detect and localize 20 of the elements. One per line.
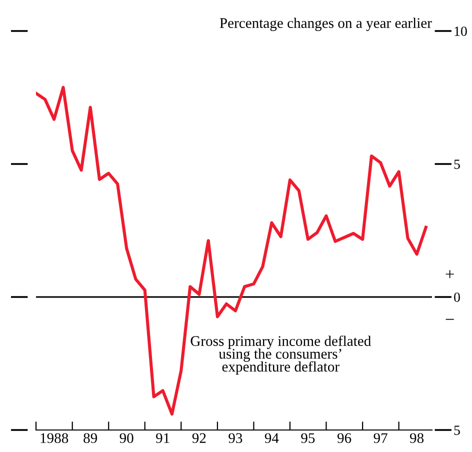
y-tick-label: 10 [454, 26, 467, 36]
y-tick-label: 5 [454, 426, 460, 435]
x-tick-label: 97 [374, 433, 388, 444]
text: − [446, 318, 454, 320]
line-series [36, 86, 428, 416]
x-tick-label: 93 [228, 433, 242, 444]
y-tick-label: 0 [454, 292, 460, 302]
x-tick-label: 98 [410, 433, 424, 444]
x-tick-label: 96 [337, 433, 352, 444]
x-tick-label: 90 [120, 433, 134, 444]
text: + [446, 270, 454, 278]
x-tick-label: 1988 [40, 433, 68, 444]
x-tick-label: 95 [301, 433, 315, 444]
x-tick-label: 94 [264, 433, 279, 444]
x-tick-label: 92 [192, 433, 206, 444]
y-axis-title: Percentage changes on a year earlier [220, 18, 432, 31]
y-tick-label: 5 [454, 160, 460, 169]
x-tick-label: 89 [84, 433, 98, 444]
x-tick-label: 91 [156, 433, 170, 444]
series-label: Gross primary income deflated using the consumers’ expenditure deflator [190, 336, 371, 375]
